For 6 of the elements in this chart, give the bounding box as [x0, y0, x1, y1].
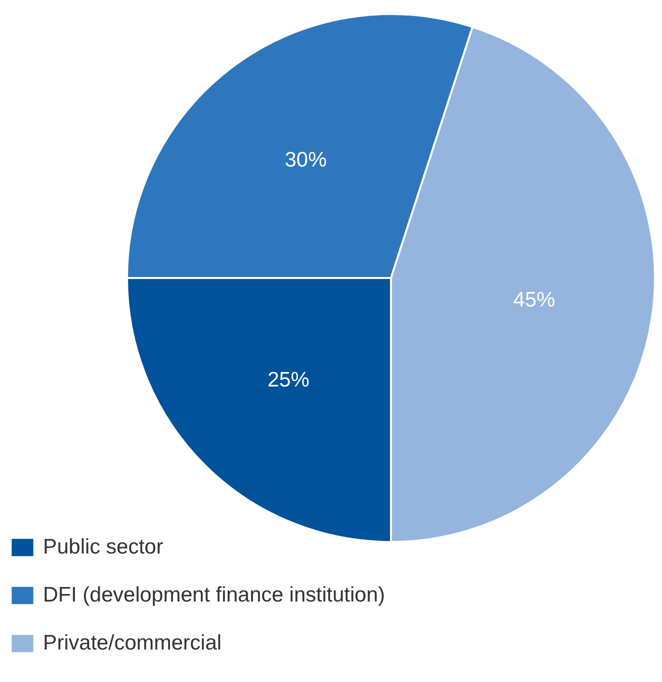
data-label: 25% [267, 368, 310, 392]
data-label: 30% [284, 148, 327, 172]
legend-label: DFI (development finance institution) [43, 584, 385, 606]
data-label: 45% [513, 288, 556, 312]
legend-label: Private/commercial [43, 632, 222, 654]
legend-label: Public sector [43, 536, 164, 558]
